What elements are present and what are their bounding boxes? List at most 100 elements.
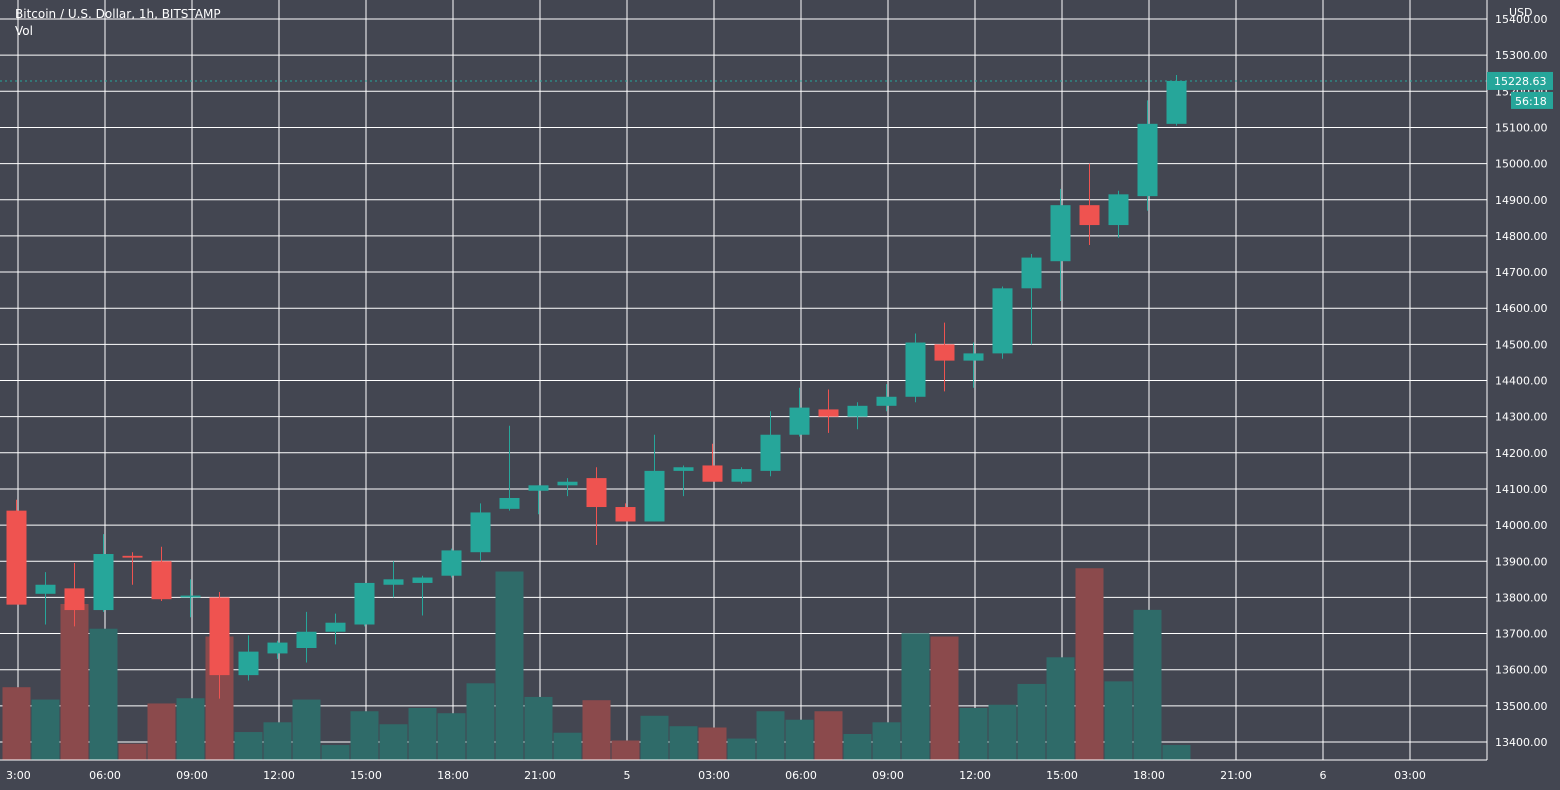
candle-body [35, 584, 56, 594]
volume-bar [31, 699, 60, 760]
candle-body [905, 342, 926, 397]
price-tick-label: 14500.00 [1495, 338, 1548, 351]
price-tick-label: 14600.00 [1495, 302, 1548, 315]
volume-bar [988, 704, 1017, 760]
volume-bar [60, 604, 89, 760]
candle-body [325, 622, 346, 632]
volume-bar [524, 696, 553, 760]
candle-body [934, 344, 955, 361]
candle-body [673, 467, 694, 471]
time-tick-label: 12:00 [959, 769, 991, 782]
candle-body [702, 465, 723, 482]
volume-bar [611, 740, 640, 760]
last-price-box [1487, 71, 1553, 90]
price-tick-label: 15000.00 [1495, 158, 1548, 171]
candle-body [1050, 205, 1071, 262]
time-tick-label: 6 [1320, 769, 1327, 782]
time-axis[interactable]: 3:00 06:00 09:00 12:00 15:00 18:00 21:00 5 03:00… [0, 759, 1487, 782]
candle-body [644, 470, 665, 522]
candle-body [731, 469, 752, 482]
volume-bar [1046, 657, 1075, 760]
candle-body [818, 409, 839, 417]
candles [6, 75, 1187, 699]
time-tick-label: 15:00 [350, 769, 382, 782]
price-tick-label: 13600.00 [1495, 664, 1548, 677]
volume-bar [350, 711, 379, 760]
volume-bar [727, 738, 756, 760]
price-tick-label: 13400.00 [1495, 736, 1548, 749]
volume-bar [930, 636, 959, 760]
volume-bar [466, 683, 495, 760]
countdown-box [1511, 91, 1553, 109]
candle-body [847, 405, 868, 417]
time-tick-label: 15:00 [1046, 769, 1078, 782]
price-tick-label: 14400.00 [1495, 375, 1548, 388]
time-tick-label: 18:00 [437, 769, 469, 782]
candle-body [789, 407, 810, 435]
candle-body [209, 597, 230, 676]
volume-bar [2, 687, 31, 760]
time-tick-label: 12:00 [263, 769, 295, 782]
volume-bar [959, 708, 988, 760]
candle-body [441, 550, 462, 576]
candle-body [383, 579, 404, 585]
candle-body [122, 555, 143, 558]
volume-bar [321, 745, 350, 760]
candle-body [1137, 123, 1158, 197]
candle-body [180, 595, 201, 598]
volume-bar [1075, 568, 1104, 760]
last-price-tag: 15228.63 56:18 [1487, 71, 1553, 109]
volume-bar [1162, 745, 1191, 760]
candle-body [528, 485, 549, 491]
volume-bar [553, 732, 582, 760]
volume-bar [437, 713, 466, 760]
time-tick-label: 03:00 [1394, 769, 1426, 782]
volume-bar [814, 711, 843, 760]
volume-bar [118, 743, 147, 760]
volume-bar [698, 727, 727, 760]
price-tick-label: 15300.00 [1495, 49, 1548, 62]
currency-label[interactable]: USD [1509, 6, 1533, 19]
time-tick-label: 21:00 [524, 769, 556, 782]
candle-body [64, 588, 85, 611]
time-tick-label: 21:00 [1220, 769, 1252, 782]
candle-body [151, 561, 172, 600]
candle-body [615, 507, 636, 522]
price-tick-label: 15400.00 [1495, 13, 1548, 26]
volume-bar [872, 722, 901, 760]
candle-body [1021, 257, 1042, 289]
volume-bar [785, 719, 814, 760]
volume-bar [495, 571, 524, 760]
volume-bar [176, 698, 205, 760]
candle-body [1166, 80, 1187, 124]
symbol-title[interactable]: Bitcoin / U.S. Dollar, 1h, BITSTAMP [15, 7, 221, 21]
time-tick-label: 03:00 [698, 769, 730, 782]
price-tick-label: 15100.00 [1495, 121, 1548, 134]
price-tick-label: 13700.00 [1495, 628, 1548, 641]
volume-bar [379, 724, 408, 760]
candle-body [470, 512, 491, 553]
candle-body [992, 288, 1013, 354]
time-tick-label: 06:00 [785, 769, 817, 782]
candle-body [876, 396, 897, 406]
volume-bar [1017, 683, 1046, 760]
price-tick-label: 14100.00 [1495, 483, 1548, 496]
candle-body [354, 582, 375, 625]
price-tick-label: 14900.00 [1495, 194, 1548, 207]
last-price-label: 15228.63 [1494, 75, 1547, 88]
price-tick-label: 14200.00 [1495, 447, 1548, 460]
countdown-label: 56:18 [1515, 95, 1547, 108]
volume-indicator-label[interactable]: Vol [15, 24, 33, 38]
price-tick-label: 14800.00 [1495, 230, 1548, 243]
time-tick-label: 06:00 [89, 769, 121, 782]
volume-bars [2, 568, 1191, 760]
candle-body [586, 478, 607, 508]
candle-body [296, 631, 317, 649]
candle-body [267, 642, 288, 654]
price-tick-label: 14700.00 [1495, 266, 1548, 279]
candle-body [760, 434, 781, 471]
price-axis[interactable]: 13400.00 13500.00 13600.00 13700.00 13800.00… [1486, 0, 1548, 760]
candle-body [1108, 194, 1129, 226]
